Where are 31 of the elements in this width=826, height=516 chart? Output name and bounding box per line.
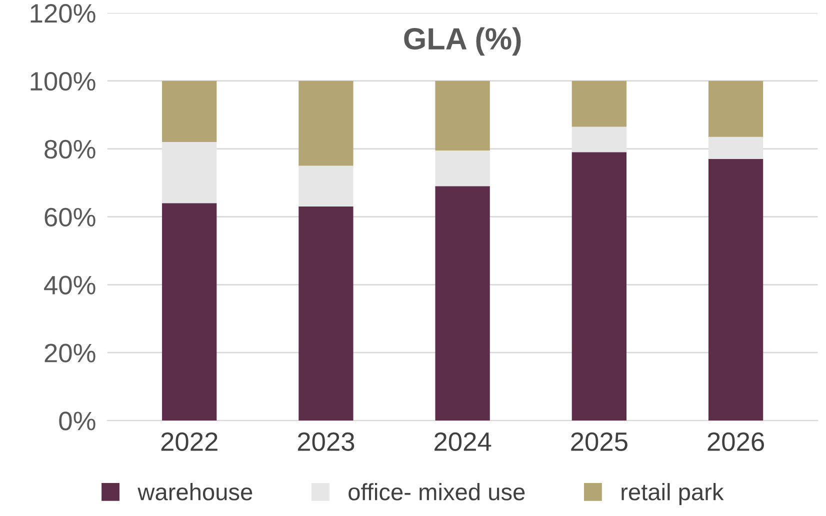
bar [162,80,217,142]
y-tick-label: 40% [44,276,96,294]
x-tick-label: 2024 [434,432,492,452]
legend-label: retail park [622,483,724,506]
y-tick-label: 20% [44,344,96,362]
bar [708,80,764,137]
bar [708,136,764,159]
y-tick-label: 80% [44,140,96,159]
bar [572,152,626,421]
bar [435,150,490,186]
y-tick-label: 0% [59,412,96,430]
bar [572,80,626,127]
bar [298,206,354,421]
y-tick-label: 60% [44,208,96,227]
x-tick-label: 2025 [571,432,628,452]
bar [162,142,217,204]
x-tick-label: 2022 [161,432,218,452]
y-tick-label: 100% [30,72,96,91]
bar [572,126,626,152]
bar [162,203,217,421]
bar [708,158,764,421]
bar [435,186,490,421]
x-tick-label: 2026 [708,432,764,452]
legend-label: warehouse [138,483,252,500]
bar [435,80,490,150]
x-tick-label: 2023 [298,432,354,452]
bar [298,80,354,166]
legend-label: office- mixed use [348,483,525,500]
chart-title: GLA (%) [404,27,521,56]
y-tick-label: 120% [30,4,96,23]
bar [298,166,354,207]
